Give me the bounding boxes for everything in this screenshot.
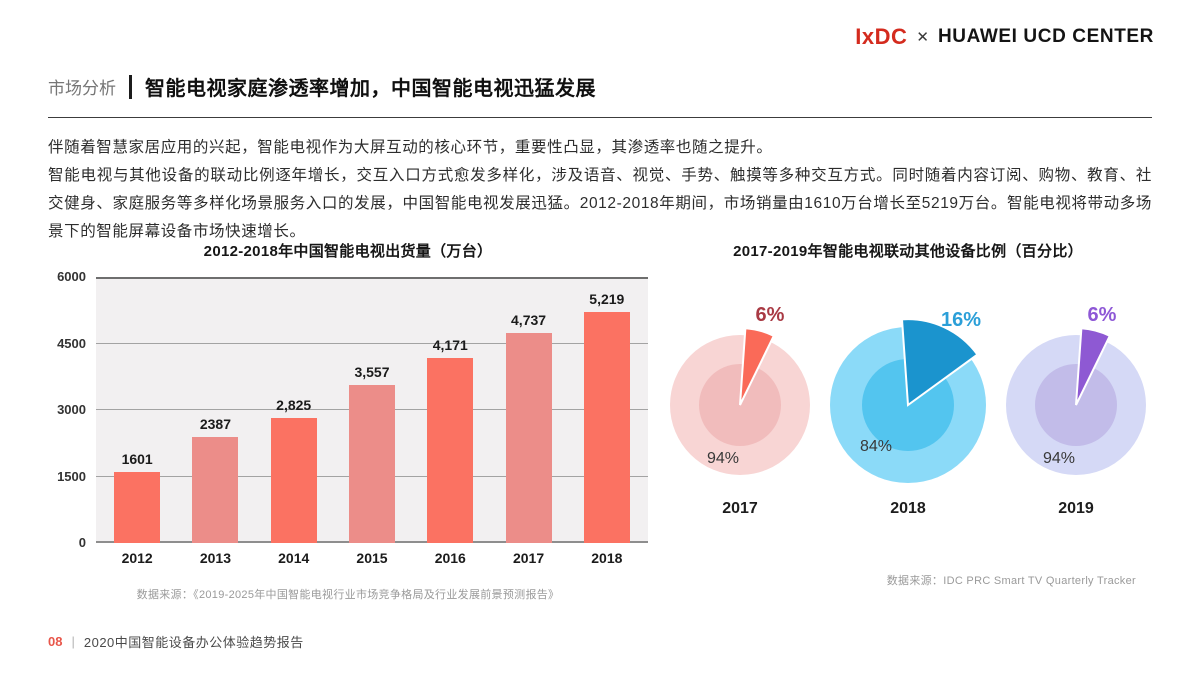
donut-block-2018: 16% 84% 2018 [824,297,992,518]
logo: IxDC ✕ HUAWEI UCD CENTER [855,24,1154,50]
cross-icon: ✕ [916,29,929,46]
y-tick-4500: 4500 [57,335,86,351]
footer: 08 | 2020中国智能设备办公体验趋势报告 [48,632,304,651]
donut-year-2019: 2019 [1058,500,1094,517]
x-label-2015: 2015 [356,550,388,566]
donut-row: 6% 94% 2017 16% 84% 2018 6% 94% 2019 [656,297,1160,518]
donut-2018-wedge [900,318,979,407]
donut-block-2017: 6% 94% 2017 [656,297,824,518]
bar-2013 [192,437,239,543]
bar-chart-body: 0 1500 3000 4500 6000 1601 2387 2,825 3,557 4,17… [48,270,648,566]
x-label-2016: 2016 [434,550,466,566]
bar-chart-source: 数据来源：《2019-2025年中国智能电视行业市场竞争格局及行业发展前景预测报… [136,589,560,601]
donut-2019-pct-label: 6% [1088,304,1117,326]
intro-text: 伴随着智慧家居应用的兴起，智能电视作为大屏互动的核心环节，重要性凸显，其渗透率也… [48,134,1152,246]
gridline-4500 [96,342,648,344]
donut-2018: 16% 84% [830,309,986,483]
donut-2017-wedge [739,327,776,406]
x-label-2012: 2012 [121,550,153,566]
donut-2018-base-label: 84% [860,438,892,455]
x-label-2017: 2017 [512,550,545,566]
y-axis: 0 1500 3000 4500 6000 [48,270,88,550]
gridline-6000 [96,277,648,279]
intro-paragraph-1: 伴随着智慧家居应用的兴起，智能电视作为大屏互动的核心环节，重要性凸显，其渗透率也… [48,139,773,156]
x-label-2014: 2014 [278,550,310,566]
bar-value-2013: 2387 [199,416,231,433]
bar-2014 [270,417,317,543]
intro-paragraph-2: 智能电视与其他设备的联动比例逐年增长，交互入口方式愈发多样化，涉及语音、视觉、手… [48,167,1152,240]
donut-2019-wedge [1075,327,1112,406]
donut-block-2019: 6% 94% 2019 [992,297,1160,518]
y-tick-3000: 3000 [57,402,86,417]
donut-2017-base-label: 94% [707,450,739,467]
bar-slot-2013: 2387 [187,277,243,543]
ixdc-logo: IxDC [855,24,908,49]
bar-slot-2015: 3,557 [344,277,400,543]
bar-value-2016: 4,171 [432,337,468,354]
bar-chart-title: 2012-2018年中国智能电视出货量（万台） [203,243,493,260]
bar-plot-area: 1601 2387 2,825 3,557 4,171 4,737 5,219 [96,277,648,543]
donut-chart-source: 数据来源：IDC PRC Smart TV Quarterly Tracker [886,575,1136,587]
bars: 1601 2387 2,825 3,557 4,171 4,737 5,219 [96,277,648,543]
donut-2019: 6% 94% [1006,304,1146,475]
section-label: 市场分析 [48,79,116,98]
bar-2018 [583,311,630,543]
donut-year-2017: 2017 [722,500,758,517]
bar-value-2012: 1601 [121,451,153,468]
charts-section: 2012-2018年中国智能电视出货量（万台） 0 1500 3000 4500 600… [48,240,1156,602]
y-tick-6000: 6000 [57,269,86,284]
y-tick-0: 0 [78,535,86,550]
bar-slot-2012: 1601 [109,277,165,543]
donut-chart-title: 2017-2019年智能电视联动其他设备比例（百分比） [733,243,1083,260]
bar-chart: 2012-2018年中国智能电视出货量（万台） 0 1500 3000 4500 600… [48,240,648,602]
bar-value-2017: 4,737 [511,312,547,328]
header: 市场分析 智能电视家庭渗透率增加，中国智能电视迅猛发展 [48,72,596,101]
donut-2017: 6% 94% [670,304,810,475]
y-tick-1500: 1500 [57,468,86,484]
huawei-ucd-center-logo: HUAWEI UCD CENTER [937,26,1154,47]
page-number: 08 [48,634,63,649]
donut-chart: 2017-2019年智能电视联动其他设备比例（百分比） 6% 94% 2017 16%… [648,240,1160,602]
bar-2016 [427,358,474,543]
bar-value-2018: 5,219 [589,290,625,307]
page-title: 智能电视家庭渗透率增加，中国智能电视迅猛发展 [145,78,596,100]
bar-value-2014: 2,825 [276,396,312,413]
bar-2017 [505,333,552,543]
header-rule [48,117,1152,118]
bar-slot-2018: 5,219 [579,277,635,543]
bar-slot-2017: 4,737 [501,277,557,543]
x-axis: 2012 2013 2014 2015 2016 2017 2018 [96,550,648,566]
report-title: 2020中国智能设备办公体验趋势报告 [83,635,304,650]
donut-year-2018: 2018 [890,500,926,517]
title-divider [129,74,132,99]
plot-wrap: 1601 2387 2,825 3,557 4,171 4,737 5,219 2012 20… [96,277,648,566]
footer-divider: | [71,634,75,649]
bar-slot-2016: 4,171 [422,277,478,543]
donut-2017-pct-label: 6% [756,304,785,326]
x-label-2013: 2013 [199,550,231,566]
donut-2019-base-label: 94% [1043,450,1075,467]
bar-slot-2014: 2,825 [266,277,322,543]
bar-2012 [114,472,161,543]
bar-2015 [348,385,395,543]
donut-2018-pct-label: 16% [941,309,981,331]
bar-value-2015: 3,557 [354,364,390,381]
x-label-2018: 2018 [591,550,623,566]
